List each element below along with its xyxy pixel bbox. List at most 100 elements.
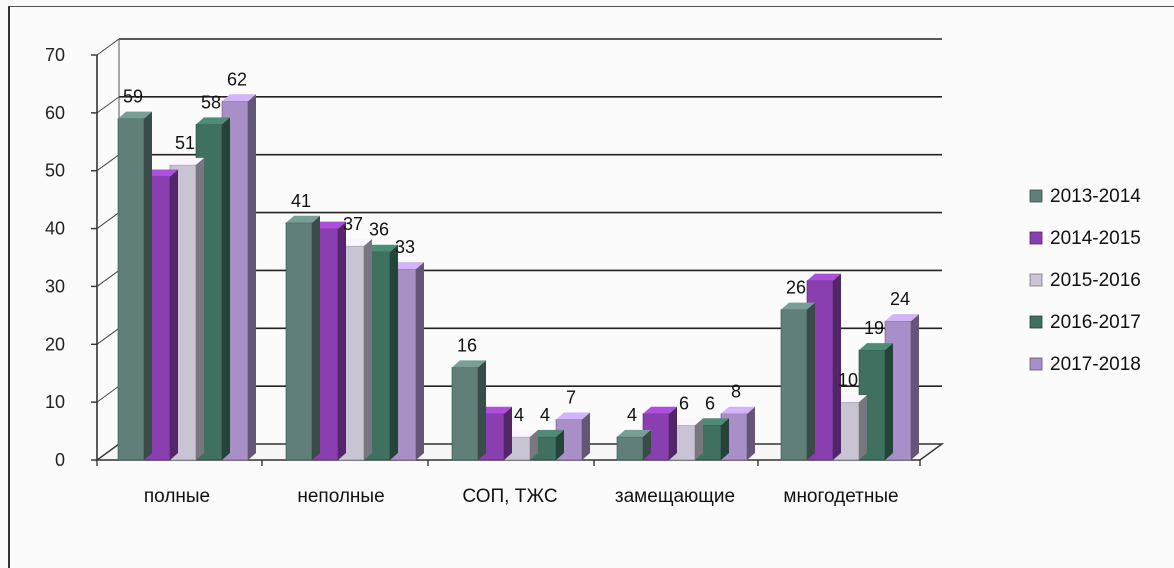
- x-category-label: неполные: [297, 486, 384, 507]
- bar-side: [196, 157, 204, 460]
- data-label: 4: [627, 405, 637, 425]
- bar-top: [312, 221, 346, 229]
- bar-top: [144, 169, 178, 177]
- bar-side: [364, 238, 372, 460]
- bar-side: [885, 343, 893, 460]
- data-label: 51: [175, 133, 195, 153]
- bar-side: [504, 406, 512, 460]
- bar-2013-2014-замещающие[interactable]: [616, 436, 644, 461]
- bar-side: [248, 94, 256, 461]
- data-label: 36: [369, 220, 389, 240]
- bar-top: [807, 273, 841, 281]
- bar-top: [669, 418, 703, 426]
- bar-top: [390, 262, 424, 270]
- data-label: 58: [201, 92, 221, 112]
- bar-side: [338, 221, 346, 460]
- y-tick-label: 30: [45, 276, 65, 296]
- bar-top: [196, 117, 230, 125]
- bar-2013-2014-полные[interactable]: [117, 118, 145, 461]
- bar-top: [452, 360, 486, 368]
- data-label: 37: [343, 214, 363, 234]
- legend-label: 2017-2018: [1050, 354, 1141, 375]
- bar-side: [170, 169, 178, 460]
- x-category-label: замещающие: [615, 486, 735, 507]
- bar-top: [478, 406, 512, 414]
- bar-top: [504, 429, 538, 437]
- data-label: 59: [123, 87, 143, 107]
- data-label: 19: [864, 318, 884, 338]
- bar-side: [582, 412, 590, 460]
- bar-top: [222, 94, 256, 102]
- bar-top: [617, 429, 651, 437]
- bar-side: [721, 418, 729, 460]
- data-label: 62: [227, 69, 247, 89]
- legend-label: 2016-2017: [1050, 312, 1141, 333]
- x-category-label: полные: [144, 486, 210, 507]
- bar-top: [695, 418, 729, 426]
- bar-top: [556, 412, 590, 420]
- bar-top: [170, 157, 204, 165]
- bar-top: [833, 395, 867, 403]
- data-label: 33: [395, 237, 415, 257]
- data-label: 24: [890, 289, 910, 309]
- data-label: 7: [566, 388, 576, 408]
- bar-2013-2014-многодетные[interactable]: [780, 309, 808, 461]
- bar-top: [364, 244, 398, 252]
- bar-top: [118, 111, 152, 119]
- bar-top: [286, 215, 320, 223]
- x-category-label: многодетные: [783, 486, 898, 507]
- bar-side: [416, 262, 424, 460]
- legend-swatch: [1029, 273, 1043, 287]
- bar-side: [695, 418, 703, 460]
- gridline-depth: [96, 154, 120, 172]
- legend-label: 2014-2015: [1050, 228, 1141, 249]
- legend-label: 2015-2016: [1050, 270, 1141, 291]
- gridline-depth: [96, 327, 120, 345]
- data-label: 4: [514, 405, 524, 425]
- x-category-label: СОП, ТЖС: [462, 486, 557, 507]
- legend-swatch: [1029, 189, 1043, 203]
- bar-2013-2014-неполные[interactable]: [285, 222, 313, 461]
- bar-side: [859, 395, 867, 460]
- bar-side: [390, 244, 398, 460]
- bar-side: [747, 406, 755, 460]
- bar-side: [911, 314, 919, 460]
- data-label: 6: [679, 393, 689, 413]
- gridline-depth: [96, 38, 120, 56]
- bar-side: [833, 273, 841, 460]
- gridline-depth: [96, 270, 120, 287]
- bar-top: [721, 406, 755, 414]
- bar-side: [312, 215, 320, 460]
- legend-swatch: [1029, 315, 1043, 329]
- data-label: 26: [786, 278, 806, 298]
- bar-top: [885, 314, 919, 322]
- legend-label: 2013-2014: [1050, 186, 1141, 207]
- data-label: 41: [291, 191, 311, 211]
- gridline-depth: [96, 212, 120, 229]
- y-tick-label: 0: [55, 450, 65, 470]
- data-label: 16: [457, 335, 477, 355]
- bar-side: [807, 302, 815, 460]
- data-label: 8: [731, 382, 741, 402]
- y-tick-label: 40: [45, 219, 65, 239]
- bar-top: [859, 343, 893, 351]
- gridline-depth: [96, 96, 120, 114]
- bar-2013-2014-СОП, ТЖС[interactable]: [451, 367, 479, 461]
- bar-top: [338, 238, 372, 246]
- bar-side: [556, 429, 564, 460]
- bar-top: [781, 302, 815, 310]
- legend-swatch: [1029, 231, 1043, 245]
- bar-side: [478, 360, 486, 460]
- bar-side: [530, 429, 538, 460]
- bar-side: [144, 111, 152, 461]
- data-label: 6: [705, 393, 715, 413]
- y-tick-label: 50: [45, 161, 65, 181]
- y-tick-label: 70: [45, 45, 65, 65]
- gridline-depth: [96, 385, 120, 403]
- bar-side: [669, 406, 677, 460]
- legend-swatch: [1029, 357, 1043, 371]
- bar-side: [222, 117, 230, 460]
- bar-top: [643, 406, 677, 414]
- y-tick-label: 10: [45, 392, 65, 412]
